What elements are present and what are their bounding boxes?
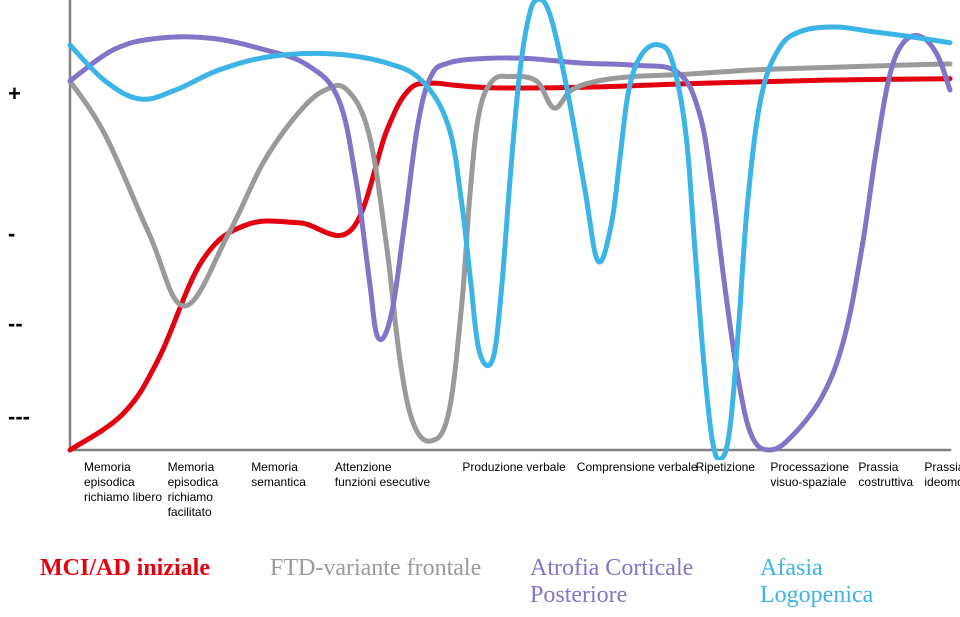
series-atrofia: [70, 36, 950, 450]
x-category-label: Attenzione funzioni esecutive: [335, 460, 471, 490]
x-category-label: Produzione verbale: [462, 460, 594, 475]
series-ftd: [70, 64, 950, 441]
cognitive-profile-chart: +------ Memoria episodica richiamo liber…: [0, 0, 960, 617]
legend-item: Afasia Logopenica: [760, 555, 960, 609]
y-level-label: ---: [8, 404, 30, 430]
y-level-label: --: [8, 311, 23, 337]
series-mci_ad: [70, 79, 950, 450]
legend-item: Atrofia Corticale Posteriore: [530, 555, 760, 609]
x-category-label: Prassia ideomotoria: [924, 460, 960, 490]
y-level-label: +: [8, 81, 21, 107]
chart-canvas: [0, 0, 960, 460]
legend-item: MCI/AD iniziale: [40, 555, 270, 582]
legend-item: FTD-variante frontale: [270, 555, 530, 582]
y-level-label: -: [8, 221, 15, 247]
